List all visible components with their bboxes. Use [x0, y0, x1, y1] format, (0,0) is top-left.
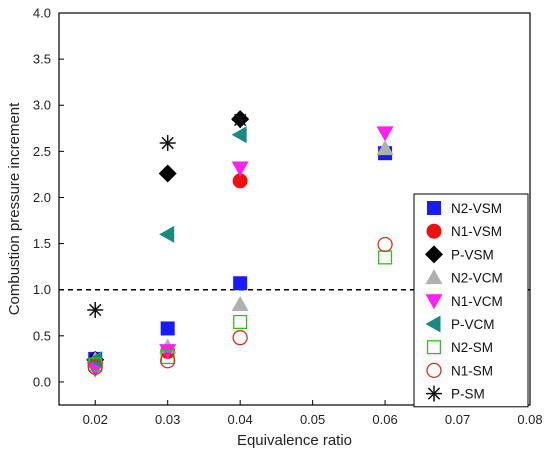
data-point — [159, 135, 176, 152]
data-point — [376, 140, 394, 156]
y-tick-label: 2.5 — [33, 144, 51, 159]
legend-marker — [425, 315, 441, 333]
y-tick-label: 1.0 — [33, 282, 51, 297]
data-point — [233, 314, 248, 330]
x-tick-label: 0.03 — [155, 412, 180, 427]
data-point — [231, 126, 247, 144]
y-tick-label: 2.0 — [33, 190, 51, 205]
legend-label: N1-VSM — [451, 224, 502, 239]
legend-label: N2-VSM — [451, 201, 502, 216]
legend-label: P-VCM — [451, 317, 495, 332]
y-tick-label: 3.5 — [33, 52, 51, 67]
data-point — [376, 126, 394, 142]
data-point — [231, 161, 249, 177]
legend-marker — [425, 245, 443, 264]
legend-label: N2-VCM — [451, 271, 503, 286]
data-point — [158, 164, 177, 183]
data-point — [159, 225, 175, 243]
x-tick-label: 0.05 — [300, 412, 325, 427]
legend: N2-VSM N1-VSM P-VSM N2-VCM N1-VCM P-VCM N2-SM N… — [413, 193, 529, 408]
data-point — [232, 173, 248, 189]
y-tick-label: 4.0 — [33, 6, 51, 21]
data-point — [87, 301, 104, 318]
legend-marker — [426, 340, 442, 355]
y-tick-label: 0.5 — [33, 328, 51, 343]
x-tick-label: 0.07 — [445, 412, 470, 427]
legend-marker — [426, 385, 442, 402]
data-point — [159, 344, 177, 360]
data-point — [233, 276, 248, 291]
x-tick-label: 0.02 — [83, 412, 108, 427]
data-point — [87, 359, 103, 375]
legend-label: P-SM — [451, 387, 485, 402]
legend-label: P-VSM — [451, 247, 494, 262]
legend-marker — [426, 223, 442, 239]
y-axis-title: Combustion pressure increment — [6, 102, 23, 315]
data-point — [160, 321, 175, 336]
x-tick-label: 0.06 — [372, 412, 397, 427]
x-tick-label: 0.08 — [517, 412, 542, 427]
legend-marker — [427, 201, 441, 215]
y-tick-label: 1.5 — [33, 236, 51, 251]
legend-label: N1-VCM — [451, 294, 503, 309]
data-point — [160, 353, 176, 369]
y-tick-label: 0.0 — [33, 374, 51, 389]
x-tick-label: 0.04 — [227, 412, 252, 427]
data-point — [377, 236, 393, 253]
legend-marker — [425, 294, 443, 310]
data-point — [232, 330, 248, 346]
y-tick-label: 3.0 — [33, 98, 51, 113]
x-axis-title: Equivalence ratio — [237, 432, 352, 449]
data-point — [231, 295, 249, 311]
legend-marker — [425, 269, 443, 285]
legend-marker — [426, 362, 442, 379]
legend-label: N2-SM — [451, 340, 493, 355]
legend-label: N1-SM — [451, 363, 493, 378]
data-point — [232, 111, 249, 128]
